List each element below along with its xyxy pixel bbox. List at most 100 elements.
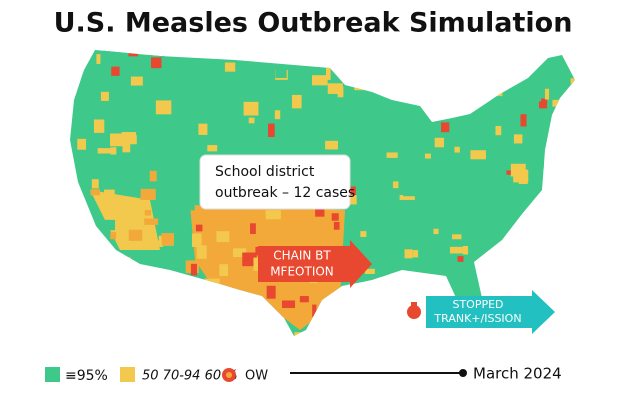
region-patch (433, 228, 439, 235)
region-patch (397, 158, 408, 167)
region-patch (194, 80, 203, 92)
region-patch (561, 183, 575, 191)
region-patch (207, 145, 218, 152)
region-patch (457, 256, 464, 262)
region-patch (97, 148, 112, 154)
region-patch (564, 225, 575, 232)
region-patch (128, 310, 137, 318)
region-patch (110, 231, 117, 240)
region-patch (274, 110, 281, 120)
region-patch (91, 179, 99, 189)
region-patch (133, 293, 144, 300)
region-patch (331, 213, 339, 221)
region-patch (440, 122, 450, 133)
region-patch (451, 214, 467, 221)
title: U.S. Measles Outbreak Simulation (54, 8, 573, 39)
region-patch (166, 271, 172, 281)
region-patch (520, 114, 527, 127)
region-patch (537, 234, 548, 247)
region-patch (315, 207, 325, 217)
region-patch (72, 53, 87, 66)
region-patch (143, 250, 151, 263)
region-patch (388, 285, 405, 296)
region-patch (558, 313, 571, 324)
arrow-text: MFEOTION (270, 265, 334, 279)
region-patch (490, 261, 496, 274)
region-patch (454, 146, 460, 153)
region-patch (144, 218, 159, 225)
legend-label: ≡95% (65, 368, 108, 384)
region-patch (111, 66, 120, 76)
region-patch (443, 108, 455, 118)
region-patch (302, 117, 314, 127)
region-patch (412, 250, 419, 258)
region-patch (187, 202, 195, 211)
region-patch (338, 289, 355, 298)
region-patch (94, 272, 100, 280)
region-patch (133, 281, 140, 293)
region-patch (541, 50, 554, 55)
region-patch (76, 286, 83, 293)
region-patch (161, 233, 175, 246)
region-patch (151, 55, 162, 69)
legend-swatch (120, 367, 135, 382)
timeline-label: March 2024 (473, 365, 562, 383)
region-patch (237, 314, 245, 323)
timeline: March 2024 (290, 365, 562, 383)
legend-swatch (45, 367, 60, 382)
region-patch (554, 173, 568, 180)
region-patch (513, 134, 523, 144)
region-patch (484, 155, 492, 163)
region-patch (79, 256, 85, 269)
region-patch (304, 81, 312, 86)
region-patch (89, 164, 98, 173)
region-patch (291, 94, 302, 109)
region-patch (149, 170, 157, 182)
region-patch (324, 331, 340, 336)
callout-text: outbreak – 12 cases (215, 185, 355, 201)
region-patch (404, 249, 413, 259)
region-patch (506, 170, 513, 175)
region-patch (403, 190, 417, 197)
region-patch (364, 268, 375, 274)
region-patch (451, 64, 456, 73)
callout-text: School district (215, 164, 315, 180)
region-patch (408, 62, 422, 76)
region-patch (77, 88, 82, 99)
region-patch (437, 76, 444, 85)
region-patch (163, 66, 170, 81)
region-patch (510, 163, 526, 177)
region-patch (536, 162, 549, 169)
region-patch (380, 274, 392, 280)
region-patch (574, 108, 575, 114)
region-patch (242, 252, 257, 267)
region-patch (219, 264, 229, 277)
region-patch (354, 80, 368, 91)
region-patch (294, 332, 308, 336)
region-patch (488, 92, 498, 99)
region-patch (70, 184, 80, 198)
region-patch (344, 195, 357, 205)
region-patch (260, 316, 277, 321)
region-patch (128, 50, 139, 57)
region-patch (362, 281, 367, 290)
region-patch (196, 245, 207, 259)
region-patch (493, 129, 499, 142)
region-patch (299, 296, 309, 303)
region-patch (560, 140, 575, 150)
region-patch (243, 101, 259, 116)
region-patch (167, 316, 182, 331)
region-patch (500, 50, 507, 58)
region-patch (223, 312, 232, 320)
region-patch (128, 229, 143, 241)
region-patch (515, 254, 525, 269)
region-patch (105, 299, 119, 311)
region-patch (104, 219, 116, 231)
region-patch (275, 65, 287, 78)
region-patch (395, 226, 400, 234)
region-patch (549, 264, 558, 275)
callout: School district outbreak – 12 cases (199, 154, 355, 210)
region-patch (569, 183, 575, 195)
region-patch (560, 127, 567, 134)
